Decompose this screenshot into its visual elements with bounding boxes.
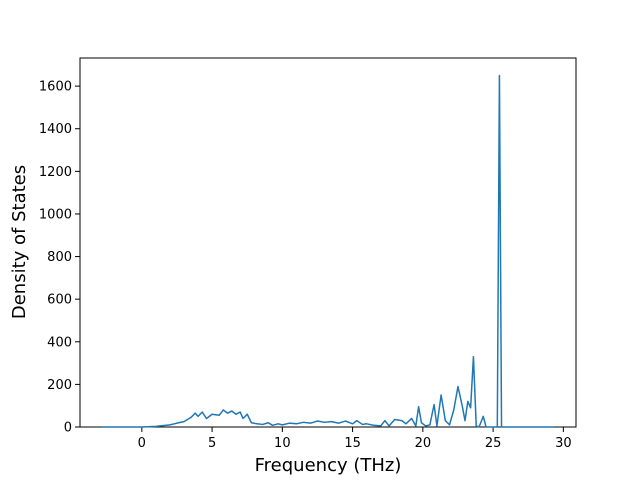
x-tick-label: 15 <box>344 436 361 451</box>
x-tick-label: 5 <box>208 436 216 451</box>
y-tick-label: 800 <box>47 250 72 265</box>
y-tick-label: 1000 <box>39 207 72 222</box>
x-tick-label: 10 <box>274 436 291 451</box>
y-tick-label: 0 <box>64 421 72 436</box>
y-tick-label: 600 <box>47 293 72 308</box>
y-tick-label: 400 <box>47 335 72 350</box>
y-tick-label: 1200 <box>39 165 72 180</box>
x-tick-label: 0 <box>138 436 146 451</box>
y-tick-label: 1400 <box>39 122 72 137</box>
axes-frame <box>79 57 577 428</box>
x-tick-label: 25 <box>485 436 502 451</box>
x-axis-label: Frequency (THz) <box>255 455 402 476</box>
dos-line <box>102 74 554 428</box>
y-axis-label: Density of States <box>9 165 30 319</box>
x-tick-label: 30 <box>555 436 572 451</box>
x-tick-label: 20 <box>415 436 432 451</box>
y-tick-label: 200 <box>47 378 72 393</box>
y-tick-label: 1600 <box>39 80 72 95</box>
